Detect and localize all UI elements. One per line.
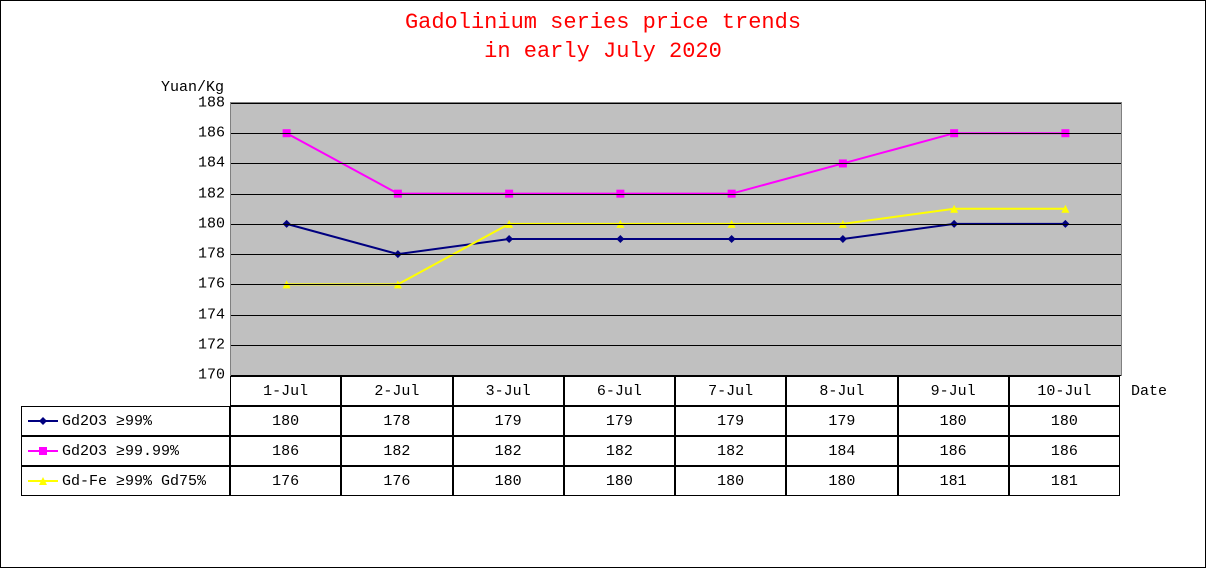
gridline [231, 133, 1121, 134]
legend-cell: Gd2O3 ≥99% [21, 406, 230, 436]
gridline [231, 194, 1121, 195]
title-line-2: in early July 2020 [484, 39, 722, 64]
series-marker [839, 235, 847, 243]
gridline [231, 315, 1121, 316]
x-category-cell: 8-Jul [786, 376, 897, 406]
data-cell: 180 [786, 466, 897, 496]
x-category-cell: 7-Jul [675, 376, 786, 406]
y-tick-label: 174 [198, 306, 225, 323]
series-line [287, 224, 1066, 254]
legend-line-icon [28, 450, 58, 452]
y-tick-label: 184 [198, 155, 225, 172]
y-tick-label: 176 [198, 276, 225, 293]
legend-label: Gd2O3 ≥99.99% [62, 443, 179, 460]
plot-area: 170172174176178180182184186188 [230, 102, 1122, 376]
y-tick-label: 186 [198, 125, 225, 142]
x-category-cell: 9-Jul [898, 376, 1009, 406]
data-cell: 186 [898, 436, 1009, 466]
x-category-cell: 2-Jul [341, 376, 452, 406]
data-cell: 182 [453, 436, 564, 466]
chart-container: Gadolinium series price trends in early … [0, 0, 1206, 568]
gridline [231, 163, 1121, 164]
y-axis-label: Yuan/Kg [161, 79, 224, 96]
chart-svg [231, 103, 1121, 375]
y-tick-label: 182 [198, 185, 225, 202]
data-cell: 180 [453, 466, 564, 496]
data-cell: 184 [786, 436, 897, 466]
y-tick-label: 178 [198, 246, 225, 263]
data-cell: 180 [898, 406, 1009, 436]
data-cell: 186 [230, 436, 341, 466]
y-tick-label: 172 [198, 336, 225, 353]
legend-line-icon [28, 480, 58, 482]
data-cell: 179 [453, 406, 564, 436]
data-cell: 182 [675, 436, 786, 466]
data-cell: 181 [898, 466, 1009, 496]
legend-cell: Gd2O3 ≥99.99% [21, 436, 230, 466]
y-tick-label: 170 [198, 367, 225, 384]
data-cell: 182 [564, 436, 675, 466]
gridline [231, 103, 1121, 104]
y-tick-label: 180 [198, 215, 225, 232]
title-line-1: Gadolinium series price trends [405, 10, 801, 35]
data-cell: 180 [230, 406, 341, 436]
series-marker [505, 235, 513, 243]
data-cell: 181 [1009, 466, 1120, 496]
legend-label: Gd-Fe ≥99% Gd75% [62, 473, 206, 490]
x-category-cell: 10-Jul [1009, 376, 1120, 406]
series-marker [728, 235, 736, 243]
data-cell: 180 [1009, 406, 1120, 436]
series-marker [616, 235, 624, 243]
legend-label: Gd2O3 ≥99% [62, 413, 152, 430]
gridline [231, 284, 1121, 285]
data-cell: 179 [786, 406, 897, 436]
data-cell: 179 [675, 406, 786, 436]
x-axis-label: Date [1131, 383, 1167, 400]
gridline [231, 345, 1121, 346]
x-category-cell: 6-Jul [564, 376, 675, 406]
data-cell: 178 [341, 406, 452, 436]
data-cell: 180 [564, 466, 675, 496]
legend-line-icon [28, 420, 58, 422]
x-category-cell: 1-Jul [230, 376, 341, 406]
y-tick-label: 188 [198, 95, 225, 112]
chart-title: Gadolinium series price trends in early … [1, 1, 1205, 66]
data-cell: 176 [341, 466, 452, 496]
series-line [287, 209, 1066, 285]
data-cell: 176 [230, 466, 341, 496]
gridline [231, 254, 1121, 255]
data-cell: 179 [564, 406, 675, 436]
legend-cell: Gd-Fe ≥99% Gd75% [21, 466, 230, 496]
data-cell: 180 [675, 466, 786, 496]
data-cell: 182 [341, 436, 452, 466]
data-cell: 186 [1009, 436, 1120, 466]
gridline [231, 224, 1121, 225]
x-category-cell: 3-Jul [453, 376, 564, 406]
